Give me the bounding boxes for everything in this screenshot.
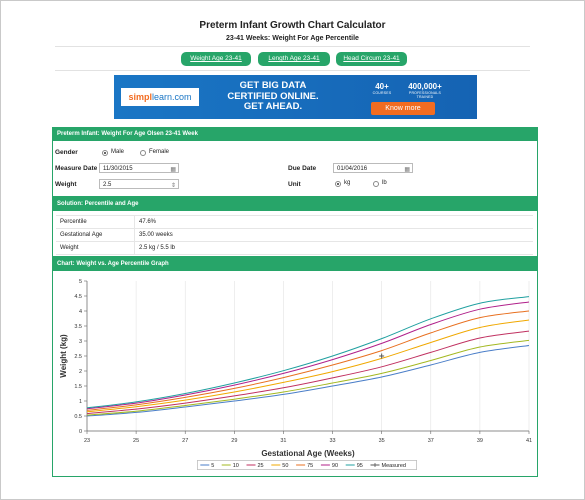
ad-stat-courses: 40+ COURSES	[372, 82, 392, 95]
gender-male-radio[interactable]	[102, 150, 108, 156]
ad-logo: simpllearn.com	[121, 88, 199, 106]
legend-box	[197, 460, 417, 470]
legend-label: 5	[211, 463, 214, 469]
x-tick-label: 27	[182, 438, 188, 444]
input-panel: Preterm Infant: Weight For Age Olsen 23-…	[52, 127, 538, 197]
weight-result-value: 2.5 kg / 5.5 lb	[134, 241, 533, 255]
calendar-icon[interactable]: ▦	[170, 167, 176, 173]
series-line-p25	[86, 330, 530, 415]
solution-panel: Solution: Percentile and Age Percentile 4…	[52, 197, 538, 257]
legend-item-25: 25	[246, 463, 264, 469]
series-line-p5	[86, 345, 530, 417]
y-tick-label: 4	[79, 309, 82, 315]
y-tick-label: 4.5	[74, 294, 82, 300]
legend-item-90: 90	[320, 463, 338, 469]
ad-stat-professionals: 400,000+ PROFESSIONALS TRAINED	[408, 82, 442, 99]
due-date-label: Due Date	[288, 165, 317, 172]
nav-weight-age-button[interactable]: Weight Age 23-41	[181, 52, 251, 66]
y-tick-label: 2	[79, 369, 82, 375]
y-tick-label: 5	[79, 279, 82, 285]
series-line-p10	[86, 339, 530, 416]
x-tick-label: 41	[526, 438, 532, 444]
x-tick-label: 33	[329, 438, 335, 444]
series-line-p75	[86, 310, 530, 411]
series-line-p90	[86, 301, 530, 410]
nav-length-age-button[interactable]: Length Age 23-41	[258, 52, 330, 66]
measure-date-label: Measure Date	[55, 165, 98, 172]
x-tick-label: 29	[231, 438, 237, 444]
unit-lb-label: lb	[382, 180, 387, 186]
series-line-p50	[86, 319, 530, 413]
x-tick-label: 35	[379, 438, 385, 444]
gestational-age-label: Gestational Age	[56, 228, 135, 242]
input-panel-header: Preterm Infant: Weight For Age Olsen 23-…	[53, 128, 537, 141]
gestational-age-value: 35.00 weeks	[134, 228, 533, 242]
page-title: Preterm Infant Growth Chart Calculator	[199, 20, 386, 31]
calendar-icon[interactable]: ▦	[404, 167, 410, 173]
table-row: Percentile 47.6%	[56, 215, 533, 229]
ad-know-more-button[interactable]: Know more	[371, 102, 435, 115]
weight-label: Weight	[55, 181, 77, 188]
y-tick-label: 1.5	[74, 384, 82, 390]
legend-item-95: 95	[345, 463, 363, 469]
nav-head-circum-button[interactable]: Head Circum 23-41	[336, 52, 407, 66]
unit-kg-radio[interactable]	[335, 181, 341, 187]
table-row: Weight 2.5 kg / 5.5 lb	[56, 241, 533, 255]
legend-label: 10	[233, 463, 239, 469]
gender-label: Gender	[55, 149, 78, 156]
legend-item-75: 75	[296, 463, 313, 469]
legend-item-10: 10	[221, 463, 239, 469]
unit-lb-radio[interactable]	[373, 181, 379, 187]
unit-label: Unit	[288, 181, 301, 188]
x-axis-label: Gestational Age (Weeks)	[261, 449, 355, 458]
gender-male-label: Male	[111, 149, 125, 155]
legend-label: 75	[307, 463, 313, 469]
gender-female-radio[interactable]	[140, 150, 146, 156]
weight-input[interactable]: 2.5 ⇕	[99, 179, 179, 189]
legend-label: 50	[282, 463, 288, 469]
unit-kg-label: kg	[344, 180, 351, 186]
chart-panel-header: Chart: Weight vs. Age Percentile Graph	[53, 258, 537, 271]
x-tick-label: 23	[84, 438, 90, 444]
series-line-p95	[86, 296, 530, 409]
percentile-label: Percentile	[56, 215, 135, 229]
legend-label: 90	[332, 463, 338, 469]
page-subtitle: 23-41 Weeks: Weight For Age Percentile	[226, 35, 359, 42]
y-axis-label: Weight (kg)	[59, 334, 68, 378]
solution-table: Percentile 47.6% Gestational Age 35.00 wee…	[56, 215, 533, 255]
x-tick-label: 31	[280, 438, 286, 444]
legend-label: Measured	[382, 463, 406, 469]
chart-panel: Chart: Weight vs. Age Percentile Graph 2…	[52, 257, 538, 477]
y-tick-label: 0	[79, 429, 82, 435]
percentile-value: 47.6%	[134, 215, 533, 229]
gender-female-label: Female	[149, 149, 170, 155]
legend-item-measured: Measured	[370, 463, 406, 469]
measure-date-input[interactable]: 11/30/2015 ▦	[99, 163, 179, 173]
due-date-input[interactable]: 01/04/2016 ▦	[333, 163, 413, 173]
y-tick-label: 3	[79, 339, 82, 345]
y-tick-label: 2.5	[74, 354, 82, 360]
table-row: Gestational Age 35.00 weeks	[56, 228, 533, 242]
solution-panel-header: Solution: Percentile and Age	[53, 198, 537, 211]
legend-item-50: 50	[271, 463, 288, 469]
y-tick-label: 0.5	[74, 414, 82, 420]
y-tick-label: 3.5	[74, 324, 82, 330]
x-tick-label: 39	[477, 438, 483, 444]
x-tick-label: 25	[133, 438, 139, 444]
legend-label: 25	[258, 463, 264, 469]
divider	[55, 70, 530, 71]
x-tick-label: 37	[428, 438, 434, 444]
weight-result-label: Weight	[56, 241, 135, 255]
weight-age-chart: 23 25 27 29 31 33 35 37 39 41 0 0.5 1 1.5 2 2.5 3 3.5 4 4.5…	[59, 279, 532, 470]
y-tick-label: 1	[79, 399, 82, 405]
legend-item-5: 5	[200, 463, 214, 469]
divider	[55, 46, 530, 47]
ad-banner[interactable]: simpllearn.com GET BIG DATA CERTIFIED ON…	[114, 75, 477, 119]
ad-headline: GET BIG DATA CERTIFIED ONLINE. GET AHEAD…	[227, 80, 319, 112]
legend-label: 95	[357, 463, 363, 469]
spinner-icon[interactable]: ⇕	[170, 183, 176, 189]
measured-point	[379, 353, 385, 359]
